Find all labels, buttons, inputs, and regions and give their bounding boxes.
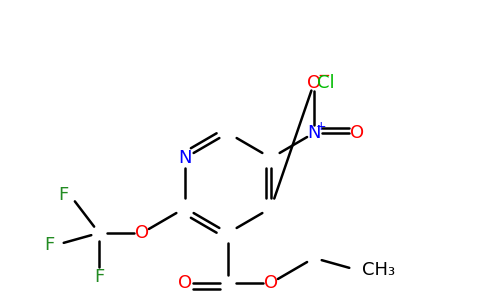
Text: O: O <box>350 124 364 142</box>
Text: Cl: Cl <box>317 74 334 92</box>
Text: F: F <box>58 186 68 204</box>
Text: F: F <box>44 236 54 254</box>
Text: N: N <box>307 124 321 142</box>
Text: O: O <box>307 74 321 92</box>
Text: O: O <box>135 224 149 242</box>
Text: N: N <box>178 149 192 167</box>
Text: CH₃: CH₃ <box>362 261 395 279</box>
Text: F: F <box>94 268 104 286</box>
Text: +: + <box>316 119 326 133</box>
Text: O: O <box>264 274 278 292</box>
Text: −: − <box>318 68 331 82</box>
Text: O: O <box>178 274 192 292</box>
